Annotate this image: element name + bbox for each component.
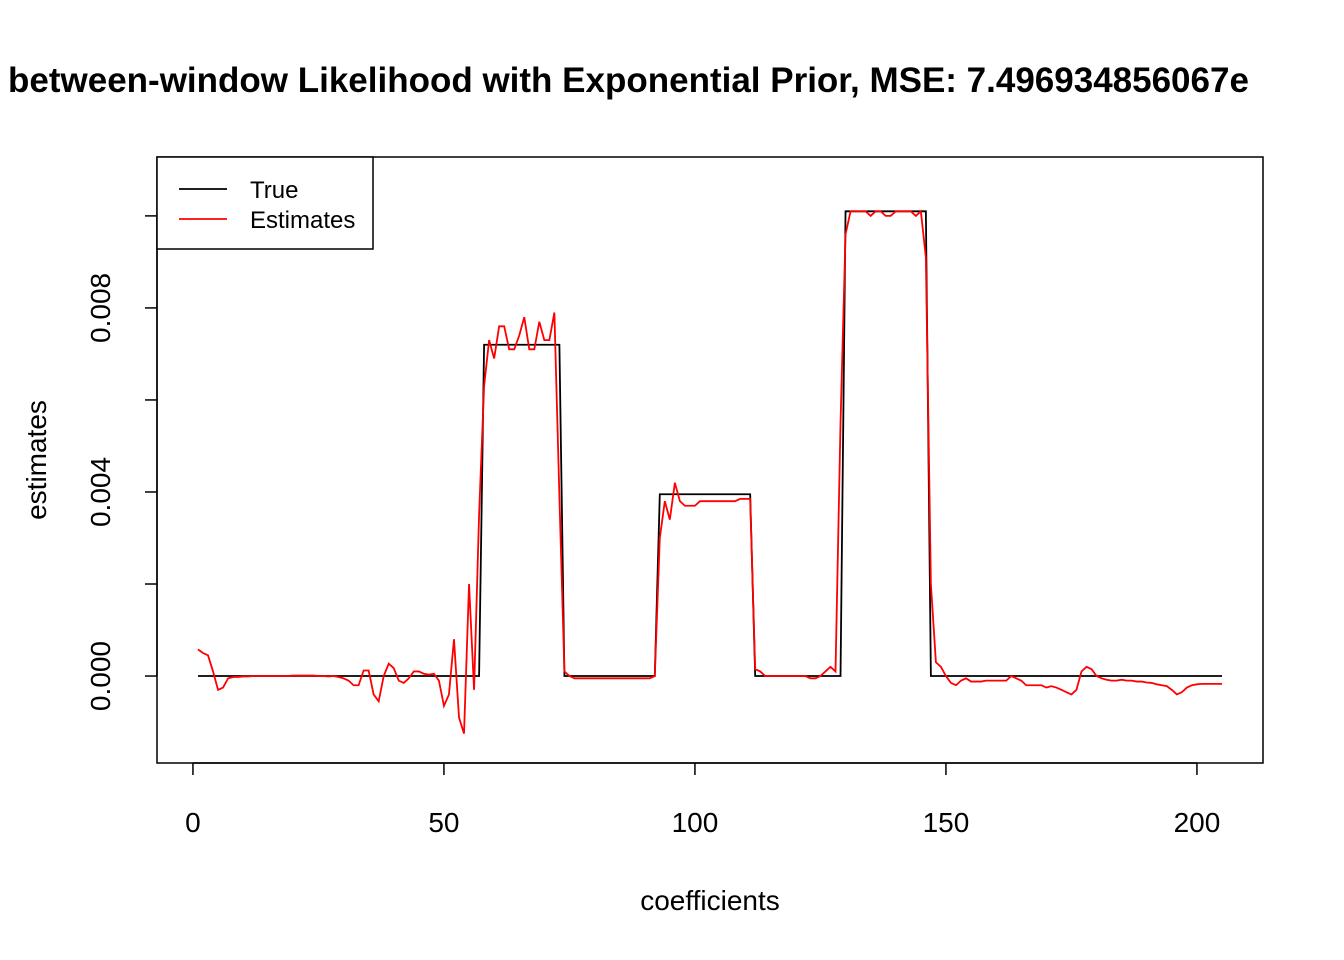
y-axis-label: estimates xyxy=(21,400,52,520)
x-axis-label: coefficients xyxy=(640,885,780,916)
x-tick-label: 50 xyxy=(428,807,459,838)
x-tick-label: 200 xyxy=(1174,807,1221,838)
data-line xyxy=(197,209,1223,734)
y-tick-label: 0.000 xyxy=(85,641,116,711)
x-tick-label: 150 xyxy=(923,807,970,838)
data-line xyxy=(197,210,1223,677)
y-tick-label: 0.008 xyxy=(85,273,116,343)
y-tick-label: 0.004 xyxy=(85,457,116,527)
legend-label: Estimates xyxy=(250,207,355,234)
legend-box xyxy=(156,156,374,250)
chart-title: between-window Likelihood with Exponenti… xyxy=(8,61,1249,100)
x-tick-label: 100 xyxy=(672,807,719,838)
legend-label: True xyxy=(250,177,298,204)
x-tick-label: 0 xyxy=(185,807,201,838)
